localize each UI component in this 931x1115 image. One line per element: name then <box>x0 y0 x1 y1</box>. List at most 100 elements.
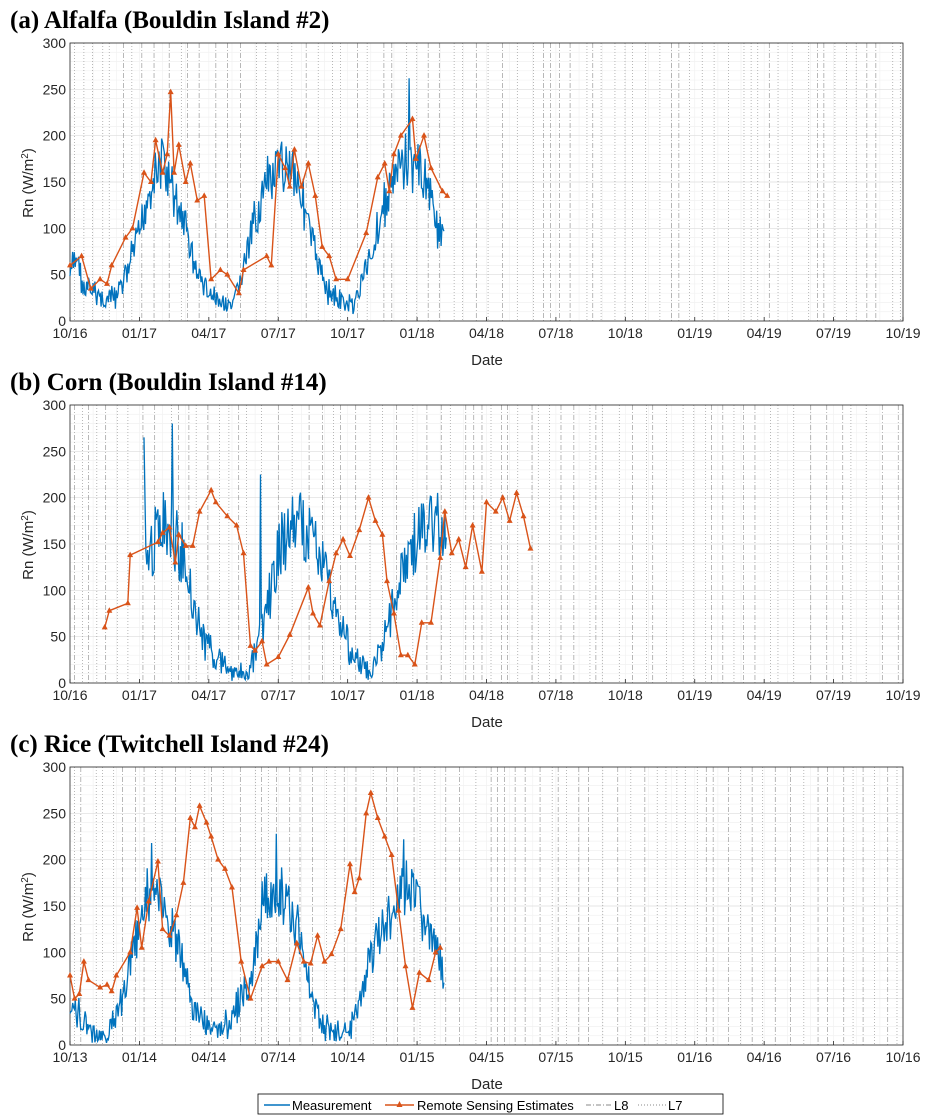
remote-sensing-point <box>425 976 432 983</box>
remote-sensing-point <box>374 814 381 820</box>
y-tick-label: 200 <box>43 490 67 506</box>
remote-sensing-point <box>180 879 187 885</box>
remote-sensing-point <box>275 958 282 964</box>
remote-sensing-point <box>416 969 423 975</box>
remote-sensing-point <box>344 275 351 282</box>
measurement-line <box>143 423 447 682</box>
x-tick-label: 01/16 <box>677 1049 712 1065</box>
remote-sensing-point <box>97 984 104 990</box>
remote-sensing-point <box>104 981 111 987</box>
remote-sensing-point <box>154 858 161 864</box>
remote-sensing-point <box>340 535 347 542</box>
remote-sensing-point <box>386 187 393 194</box>
remote-sensing-point <box>275 150 282 157</box>
remote-sensing-point <box>173 911 180 918</box>
y-tick-label: 50 <box>50 629 66 645</box>
panel-a-xlabel: Date <box>471 352 503 369</box>
remote-sensing-point <box>122 234 129 240</box>
remote-sensing-point <box>363 229 370 235</box>
remote-sensing-point <box>191 823 198 830</box>
remote-sensing-point <box>106 607 113 613</box>
x-tick-label: 04/18 <box>469 687 504 703</box>
panel-b-xlabel: Date <box>471 714 503 731</box>
y-tick-label: 250 <box>43 81 67 97</box>
x-tick-label: 07/15 <box>538 1049 573 1065</box>
y-tick-label: 300 <box>43 759 67 775</box>
remote-sensing-point <box>333 549 340 556</box>
x-tick-label: 01/15 <box>400 1049 435 1065</box>
x-tick-label: 07/18 <box>538 325 573 341</box>
y-tick-label: 300 <box>43 35 67 51</box>
remote-sensing-point <box>80 958 87 964</box>
x-tick-label: 04/14 <box>191 1049 226 1065</box>
remote-sensing-point <box>201 192 208 198</box>
remote-sensing-point <box>275 653 282 660</box>
remote-sensing-point <box>228 883 235 890</box>
remote-sensing-point <box>326 252 333 259</box>
remote-sensing-point <box>85 976 92 983</box>
remote-sensing-point <box>291 146 298 152</box>
remote-sensing-point <box>171 169 178 175</box>
x-tick-label: 01/18 <box>400 687 435 703</box>
remote-sensing-point <box>124 599 131 606</box>
x-tick-label: 07/18 <box>538 687 573 703</box>
x-tick-label: 07/19 <box>816 325 851 341</box>
remote-sensing-point <box>164 150 171 157</box>
remote-sensing-point <box>363 809 370 816</box>
remote-sensing-point <box>127 948 134 955</box>
remote-sensing-point <box>418 619 425 625</box>
remote-sensing-point <box>104 280 111 286</box>
remote-sensing-point <box>87 285 94 291</box>
remote-sensing-point <box>381 159 388 166</box>
remote-sensing-point <box>312 192 319 198</box>
panel-b: 0 50 100 150 200 250 300 10/16 01/17 04/17 07/17 10… <box>43 397 921 703</box>
remote-sensing-point <box>305 584 312 590</box>
remote-sensing-point <box>483 498 490 505</box>
remote-sensing-point <box>159 925 166 932</box>
remote-sensing-point <box>367 789 374 795</box>
remote-sensing-point <box>145 897 152 904</box>
remote-sensing-point <box>108 261 115 268</box>
remote-sensing-point <box>97 275 104 282</box>
x-tick-label: 10/16 <box>52 687 87 703</box>
legend-box <box>257 1093 724 1115</box>
remote-sensing-point <box>492 508 499 514</box>
remote-sensing-point <box>293 939 300 946</box>
remote-sensing-point <box>166 523 173 530</box>
remote-sensing-point <box>147 178 154 184</box>
panel-c: 0 50 100 150 200 250 300 10/13 01/14 04/14 07/14 10… <box>43 759 921 1065</box>
remote-sensing-point <box>432 948 439 955</box>
x-tick-label: 07/17 <box>261 325 296 341</box>
x-tick-label: 01/19 <box>677 325 712 341</box>
remote-sensing-point <box>346 552 353 559</box>
remote-sensing-point <box>247 642 254 648</box>
remote-sensing-point <box>326 577 333 584</box>
remote-sensing-point <box>172 559 179 565</box>
x-tick-label: 04/16 <box>747 1049 782 1065</box>
remote-sensing-point <box>427 164 434 171</box>
legend-measurement-label: Measurement <box>292 1098 372 1113</box>
remote-sensing-point <box>441 508 448 514</box>
x-tick-label: 07/17 <box>261 687 296 703</box>
remote-sensing-point <box>252 647 259 653</box>
x-tick-label: 01/17 <box>122 325 157 341</box>
remote-sensing-point <box>203 819 210 825</box>
remote-sensing-point <box>333 275 340 282</box>
remote-sensing-point <box>284 976 291 983</box>
remote-sensing-point <box>259 637 266 644</box>
remote-sensing-point <box>365 494 372 500</box>
remote-sensing-point <box>307 959 314 966</box>
panel-a-title: (a) Alfalfa (Bouldin Island #2) <box>10 7 330 34</box>
remote-sensing-point <box>300 958 307 964</box>
remote-sensing-point <box>215 856 222 862</box>
remote-sensing-point <box>499 494 506 500</box>
y-tick-label: 100 <box>43 582 67 598</box>
x-tick-label: 10/15 <box>608 1049 643 1065</box>
remote-sensing-point <box>286 183 293 189</box>
y-tick-label: 0 <box>58 675 66 691</box>
x-tick-label: 10/17 <box>330 325 365 341</box>
remote-sensing-point <box>76 990 83 997</box>
remote-sensing-point <box>182 542 189 548</box>
x-tick-label: 10/19 <box>885 325 920 341</box>
y-tick-label: 250 <box>43 805 67 821</box>
